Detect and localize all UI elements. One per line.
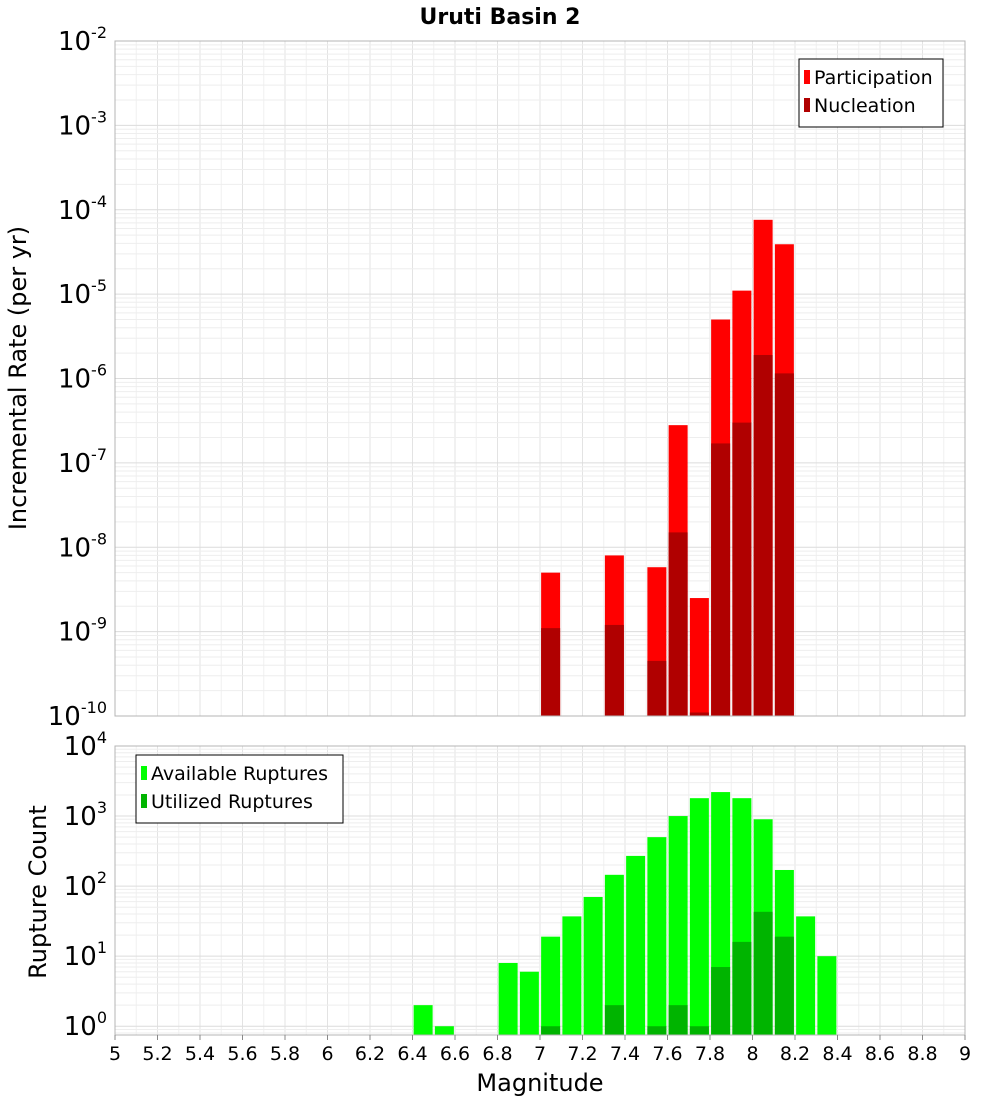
legend-swatch (141, 794, 147, 808)
nucleation-bar (753, 354, 773, 716)
nucleation-bar (604, 624, 624, 716)
available-ruptures-bar (626, 855, 646, 1035)
top-y-axis-label: Incremental Rate (per yr) (4, 226, 32, 530)
x-tick-label: 8.4 (822, 1043, 852, 1065)
x-tick-label: 9 (959, 1043, 971, 1065)
bottom-bars (413, 792, 837, 1035)
nucleation-bar (541, 628, 561, 716)
x-tick-label: 6 (321, 1043, 333, 1065)
y-tick-label: 10-2 (58, 23, 107, 57)
y-tick-label: 10-4 (58, 192, 107, 226)
legend-label: Nucleation (814, 95, 916, 117)
utilized-ruptures-bar (689, 1026, 709, 1035)
y-tick-label: 10-10 (48, 698, 107, 732)
x-tick-label: 7.2 (567, 1043, 597, 1065)
available-ruptures-bar (604, 874, 624, 1035)
legend-label: Participation (814, 67, 933, 89)
x-tick-label: 5.6 (227, 1043, 257, 1065)
x-axis-label: Magnitude (476, 1069, 603, 1097)
available-ruptures-bar (413, 1005, 433, 1035)
x-tick-label: 6.2 (355, 1043, 385, 1065)
legend-box (135, 754, 344, 824)
available-ruptures-bar (541, 936, 561, 1035)
top-bars (541, 219, 794, 717)
available-ruptures-bar (562, 916, 582, 1035)
utilized-ruptures-bar (774, 936, 794, 1035)
y-tick-label: 101 (64, 938, 107, 972)
y-tick-label: 10-7 (58, 445, 107, 479)
x-tick-label: 5 (109, 1043, 121, 1065)
chart-title: Uruti Basin 2 (420, 5, 581, 30)
available-ruptures-bar (817, 956, 837, 1035)
y-tick-label: 102 (64, 868, 107, 902)
available-ruptures-bar (498, 962, 518, 1035)
legend-box (798, 58, 944, 128)
x-tick-label: 8.6 (865, 1043, 895, 1065)
bottom-y-ticks: 100 101 102 103 104 (64, 728, 107, 1042)
utilized-ruptures-bar (732, 941, 752, 1035)
x-tick-label: 8 (746, 1043, 758, 1065)
y-tick-label: 10-6 (58, 361, 107, 395)
nucleation-bar (774, 373, 794, 716)
legend-swatch (804, 98, 810, 112)
available-ruptures-bar (689, 798, 709, 1035)
legend-label: Available Ruptures (151, 763, 328, 785)
x-tick-label: 8.2 (780, 1043, 810, 1065)
x-tick-label: 5.4 (185, 1043, 215, 1065)
legend-label: Utilized Ruptures (151, 791, 313, 813)
top-y-ticks: 10-10 10-9 10-8 10-7 10-6 10-5 10-4 10-3 10-2 (48, 23, 107, 732)
utilized-ruptures-bar (711, 967, 731, 1035)
utilized-ruptures-bar (753, 911, 773, 1035)
participation-bar (689, 598, 709, 716)
bottom-legend: Available Ruptures Utilized Ruptures (135, 754, 344, 824)
x-tick-label: 7.4 (610, 1043, 640, 1065)
nucleation-bar (732, 422, 752, 716)
nucleation-bar (668, 532, 688, 716)
utilized-ruptures-bar (604, 1005, 624, 1035)
y-tick-label: 10-5 (58, 276, 107, 310)
utilized-ruptures-bar (668, 1005, 688, 1035)
nucleation-bar (647, 660, 667, 716)
x-ticks: 5 5.2 5.4 5.6 5.8 6 6.2 6.4 6.6 6.8 7 7.2 7.4 7.6 7.8 8… (109, 1035, 971, 1065)
top-grid (114, 40, 966, 717)
x-tick-label: 5.8 (270, 1043, 300, 1065)
available-ruptures-bar (796, 916, 816, 1035)
nucleation-bar (689, 712, 709, 716)
utilized-ruptures-bar (647, 1026, 667, 1035)
y-tick-label: 100 (64, 1008, 107, 1042)
available-ruptures-bar (519, 971, 539, 1035)
bottom-y-axis-label: Rupture Count (24, 805, 52, 979)
y-tick-label: 10-8 (58, 529, 107, 563)
available-ruptures-bar (647, 837, 667, 1035)
nucleation-bar (711, 443, 731, 716)
y-tick-label: 10-3 (58, 107, 107, 141)
x-tick-label: 7.8 (695, 1043, 725, 1065)
available-ruptures-bar (583, 896, 603, 1035)
top-legend: Participation Nucleation (798, 58, 944, 128)
legend-swatch (141, 766, 147, 780)
y-tick-label: 10-9 (58, 614, 107, 648)
legend-swatch (804, 70, 810, 84)
utilized-ruptures-bar (541, 1026, 561, 1035)
available-ruptures-bar (668, 816, 688, 1035)
x-tick-label: 7 (534, 1043, 546, 1065)
x-tick-label: 7.6 (652, 1043, 682, 1065)
x-tick-label: 8.8 (907, 1043, 937, 1065)
available-ruptures-bar (434, 1026, 454, 1035)
x-tick-label: 6.8 (482, 1043, 512, 1065)
x-tick-label: 5.2 (142, 1043, 172, 1065)
top-plot-frame (114, 40, 966, 717)
x-tick-label: 6.4 (397, 1043, 427, 1065)
y-tick-label: 103 (64, 798, 107, 832)
y-tick-label: 104 (64, 728, 107, 762)
x-tick-label: 6.6 (440, 1043, 470, 1065)
